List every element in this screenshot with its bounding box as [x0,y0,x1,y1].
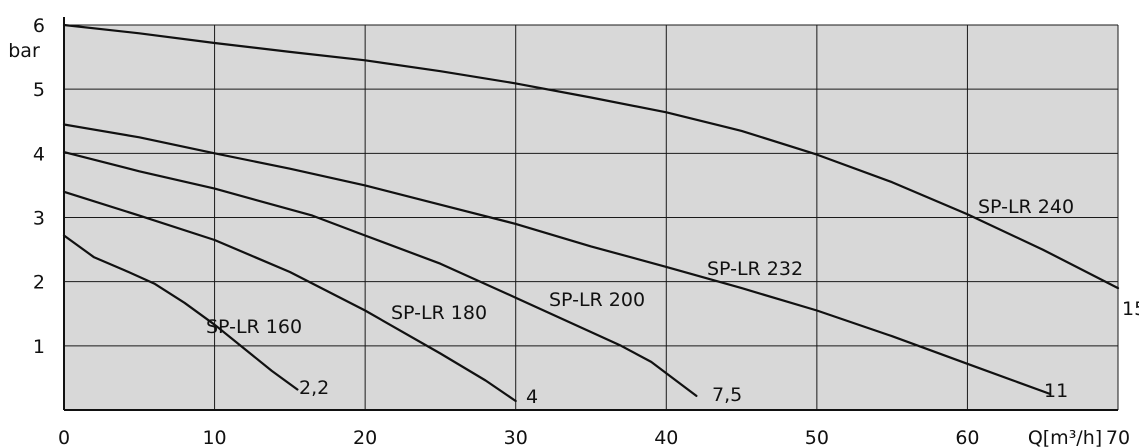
series-end-label-1: 2,2 [299,377,329,399]
series-curves [62,23,1120,403]
y-tick-label-6: 6 [33,15,45,37]
x-tick-label-70: 70 [1106,427,1130,448]
series-name-label-2: SP-LR 180 [391,302,487,324]
y-tick-label-2: 2 [33,272,45,294]
x-tick-label-60: 60 [955,427,979,448]
series-end-label-3: 7,5 [712,384,742,406]
x-tick-labels: 0 10 20 30 40 50 60 70 [58,427,1130,448]
x-tick-label-0: 0 [58,427,70,448]
x-tick-label-40: 40 [654,427,678,448]
y-tick-label-4: 4 [33,143,45,165]
series-line-2 [62,190,517,403]
x-tick-label-50: 50 [805,427,829,448]
series-line-3 [62,151,698,397]
axes [63,17,1118,411]
x-tick-label-30: 30 [504,427,528,448]
series-line-1 [62,234,299,391]
series-end-label-4: 11 [1044,380,1068,402]
x-tick-label-10: 10 [202,427,226,448]
series-line-4 [62,123,1052,396]
y-tick-label-1: 1 [33,336,45,358]
series-name-label-3: SP-LR 200 [549,289,645,311]
series-line-5 [62,23,1120,290]
y-tick-label-5: 5 [33,79,45,101]
x-tick-label-20: 20 [353,427,377,448]
series-name-label-5: SP-LR 240 [978,196,1074,218]
y-tick-labels: 1 2 3 4 5 6 [33,15,45,358]
series-labels: SP-LR 160 2,2 SP-LR 180 4 SP-LR 200 7,5 SP-LR … [206,196,1139,408]
y-axis-label: bar [8,40,40,62]
y-tick-label-3: 3 [33,208,45,230]
series-end-label-5: 15 [1122,298,1139,320]
series-name-label-4: SP-LR 232 [707,258,803,280]
x-axis-label: Q[m³/h] [1028,427,1102,448]
series-end-label-2: 4 [526,386,538,408]
series-name-label-1: SP-LR 160 [206,316,302,338]
